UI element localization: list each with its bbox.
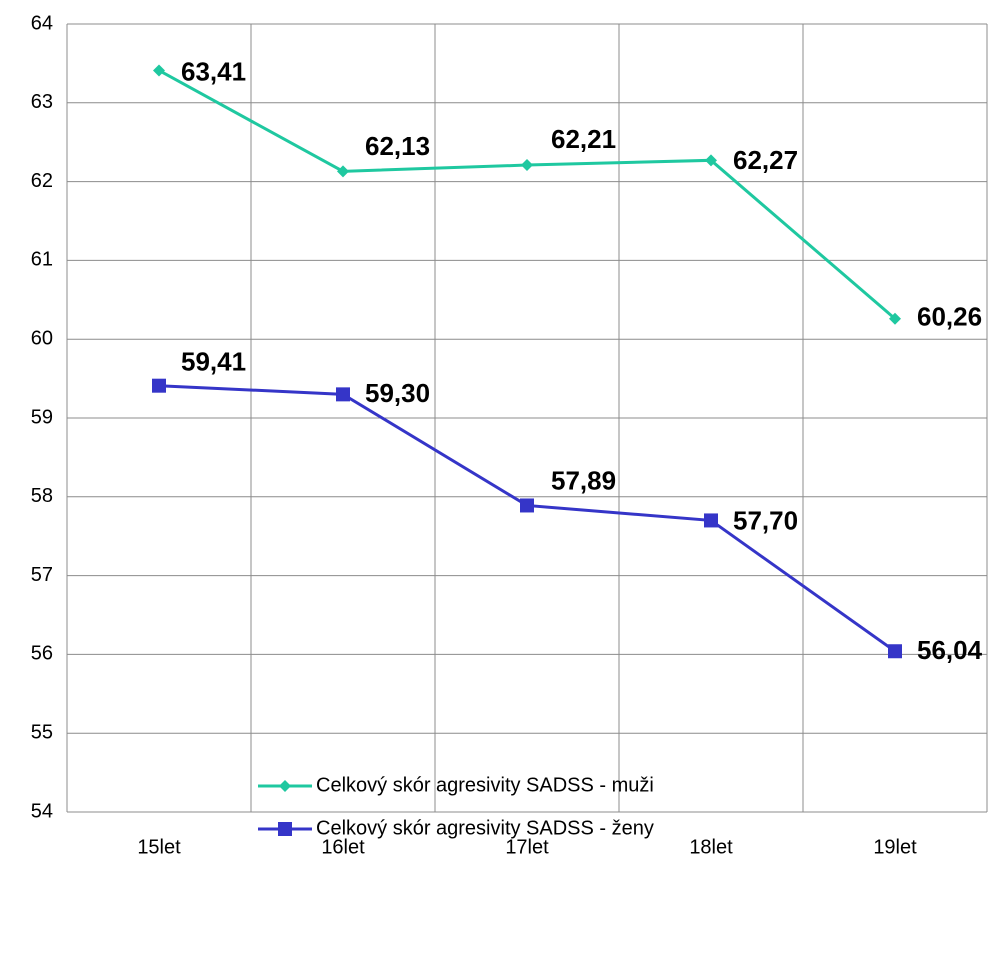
- data-label: 62,13: [365, 131, 430, 161]
- data-point: [520, 498, 534, 513]
- y-tick-label: 55: [31, 721, 53, 743]
- y-tick-label: 64: [31, 12, 53, 34]
- data-point: [152, 378, 166, 393]
- x-tick-label: 15let: [137, 836, 181, 858]
- y-tick-label: 58: [31, 485, 53, 507]
- data-label: 56,04: [917, 635, 983, 665]
- data-label: 63,41: [181, 56, 246, 86]
- legend-marker: [279, 780, 291, 792]
- y-tick-label: 56: [31, 643, 53, 665]
- y-tick-label: 57: [31, 564, 53, 586]
- series-line: [158, 69, 896, 320]
- data-label: 57,70: [733, 505, 798, 535]
- legend-marker: [278, 822, 292, 836]
- data-point: [153, 64, 165, 77]
- x-tick-label: 18let: [689, 836, 733, 858]
- x-tick-label: 16let: [321, 836, 365, 858]
- y-tick-label: 59: [31, 406, 53, 428]
- data-point: [521, 159, 533, 172]
- data-label: 60,26: [917, 302, 982, 332]
- data-label: 62,27: [733, 145, 798, 175]
- data-point: [888, 644, 902, 659]
- legend-label: Celkový skór agresivity SADSS - muži: [316, 774, 654, 796]
- y-tick-label: 61: [31, 249, 53, 271]
- x-tick-label: 17let: [505, 836, 549, 858]
- y-tick-label: 60: [31, 327, 53, 349]
- data-label: 59,41: [181, 347, 246, 377]
- data-point: [337, 165, 349, 178]
- y-tick-label: 54: [31, 800, 53, 822]
- data-label: 62,21: [551, 124, 616, 154]
- y-tick-label: 63: [31, 91, 53, 113]
- data-point: [705, 154, 717, 167]
- legend-label: Celkový skór agresivity SADSS - ženy: [316, 817, 654, 839]
- data-point: [704, 513, 718, 528]
- data-label: 57,89: [551, 465, 616, 495]
- y-tick-label: 62: [31, 170, 53, 192]
- data-point: [889, 312, 901, 325]
- x-tick-label: 19let: [873, 836, 917, 858]
- data-point: [336, 387, 350, 402]
- data-label: 59,30: [365, 378, 430, 408]
